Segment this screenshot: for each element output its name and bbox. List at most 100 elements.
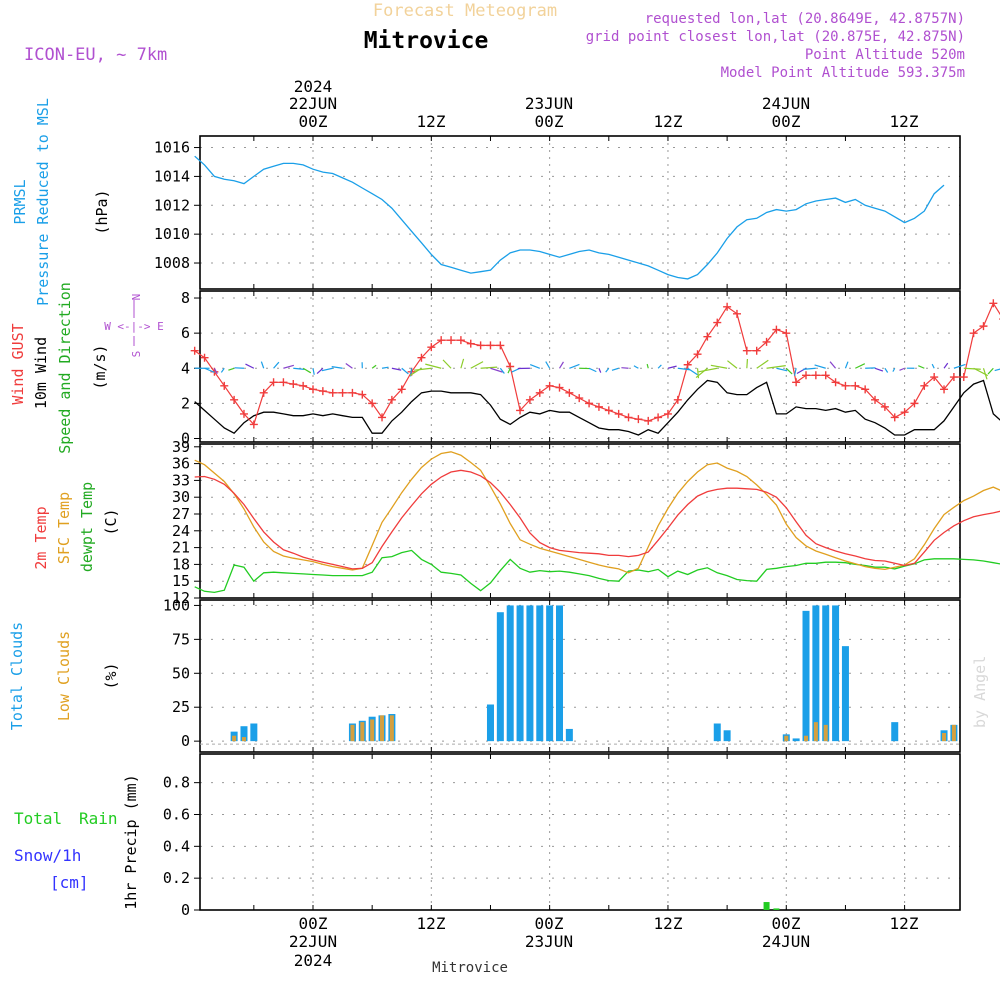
wind-arrow xyxy=(982,368,988,380)
wind-arrow xyxy=(490,367,503,373)
top-hour-1: 00Z xyxy=(299,112,328,131)
total-cloud-bar xyxy=(496,612,504,742)
gust-marker xyxy=(772,325,781,334)
top-date-2: 23JUN xyxy=(525,94,573,113)
gust-marker xyxy=(762,337,771,346)
gust-marker xyxy=(634,415,643,424)
label-wind-gust: Wind GUST xyxy=(9,323,27,404)
top-hour-6: 12Z xyxy=(890,112,919,131)
gust-marker xyxy=(575,394,584,403)
wind-arrow xyxy=(943,362,949,369)
top-hour-3: 00Z xyxy=(535,112,564,131)
wind-arrow xyxy=(646,363,649,369)
prmsl-line xyxy=(194,155,945,280)
wind-arrow xyxy=(381,366,389,369)
gust-marker xyxy=(259,388,268,397)
gust-marker xyxy=(831,378,840,387)
y-tick-label: 30 xyxy=(172,488,190,506)
wind-arrow xyxy=(345,363,353,369)
gust-marker xyxy=(723,302,732,311)
wind-arrow xyxy=(696,368,700,379)
total-cloud-bar xyxy=(832,605,840,742)
wind-arrow xyxy=(480,366,498,369)
low-cloud-bar xyxy=(951,724,956,742)
total-cloud-bar xyxy=(536,605,544,742)
bottom-date-3: 24JUN xyxy=(762,932,810,951)
gust-marker xyxy=(673,395,682,404)
total-cloud-bar xyxy=(792,738,800,742)
gust-marker xyxy=(230,395,239,404)
total-cloud-bar xyxy=(812,605,820,742)
plot-area: 1008101010121014101602468121518212427303… xyxy=(154,135,1000,919)
gust-marker xyxy=(437,336,446,345)
wind-arrow xyxy=(844,361,849,369)
low-cloud-bar xyxy=(813,722,818,742)
gust-marker xyxy=(525,395,534,404)
low-cloud-bar xyxy=(232,735,237,742)
wind-arrow xyxy=(312,368,315,375)
label-2m-temp: 2m Temp xyxy=(32,506,50,569)
gust-marker xyxy=(624,413,633,422)
wind-arrow xyxy=(204,367,215,374)
label-total-clouds: Total Clouds xyxy=(8,622,26,730)
wind-arrow xyxy=(470,361,484,369)
y-tick-label: 1016 xyxy=(154,139,190,157)
gust-marker xyxy=(555,383,564,392)
wind-arrow xyxy=(331,366,343,369)
total-cloud-bar xyxy=(723,730,731,742)
y-tick-label: 18 xyxy=(172,555,190,573)
gust-marker xyxy=(309,385,317,394)
gust-marker xyxy=(663,409,672,418)
gust-marker xyxy=(486,341,495,350)
temp-2m-line xyxy=(194,469,1000,570)
gust-marker xyxy=(782,329,791,338)
label-10m-wind: 10m Wind xyxy=(32,337,50,409)
y-tick-label: 15 xyxy=(172,572,190,590)
total-cloud-bar xyxy=(822,605,830,742)
gust-marker xyxy=(299,381,308,390)
gust-marker xyxy=(348,388,357,397)
top-hour-5: 00Z xyxy=(772,112,801,131)
y-tick-label: 33 xyxy=(172,471,190,489)
y-tick-label: 1008 xyxy=(154,254,190,272)
y-tick-label: 0 xyxy=(181,732,190,750)
panel-frame-4 xyxy=(199,599,961,753)
wind-arrow xyxy=(874,367,884,372)
gust-marker xyxy=(338,388,347,397)
gust-marker xyxy=(713,318,722,327)
wind-arrow xyxy=(687,367,698,376)
gust-marker xyxy=(940,385,949,394)
bottom-hour-4: 12Z xyxy=(654,914,683,933)
y-tick-label: 12 xyxy=(172,589,190,607)
gust-marker xyxy=(644,416,653,425)
gust-marker xyxy=(397,385,406,394)
y-tick-label: 8 xyxy=(181,289,190,307)
wind-arrow xyxy=(425,363,442,369)
gust-marker xyxy=(861,385,870,394)
wind-arrow xyxy=(776,367,788,372)
wind-arrow xyxy=(321,367,333,372)
wind-arrow xyxy=(884,367,889,373)
y-tick-label: 24 xyxy=(172,522,190,540)
wind-arrow xyxy=(695,367,708,379)
gust-marker xyxy=(378,413,387,422)
station-title: Mitrovice xyxy=(364,28,489,54)
wind-arrow xyxy=(499,367,505,374)
y-tick-label: 75 xyxy=(172,630,190,648)
gust-marker xyxy=(200,353,209,362)
gust-marker xyxy=(368,399,377,408)
gust-marker xyxy=(930,373,939,382)
wind-arrow xyxy=(698,367,718,373)
low-cloud-bar xyxy=(389,715,394,742)
gust-marker xyxy=(456,336,465,345)
label-low-clouds: Low Clouds xyxy=(55,631,73,721)
y-tick-label: 1010 xyxy=(154,225,190,243)
label-percent: (%) xyxy=(102,662,120,689)
wind-arrow xyxy=(507,368,511,374)
wind-arrow xyxy=(371,364,377,369)
gust-marker xyxy=(792,378,801,387)
panel-frame-1 xyxy=(199,135,961,290)
wind-arrow xyxy=(892,367,896,372)
gust-marker xyxy=(949,373,958,382)
